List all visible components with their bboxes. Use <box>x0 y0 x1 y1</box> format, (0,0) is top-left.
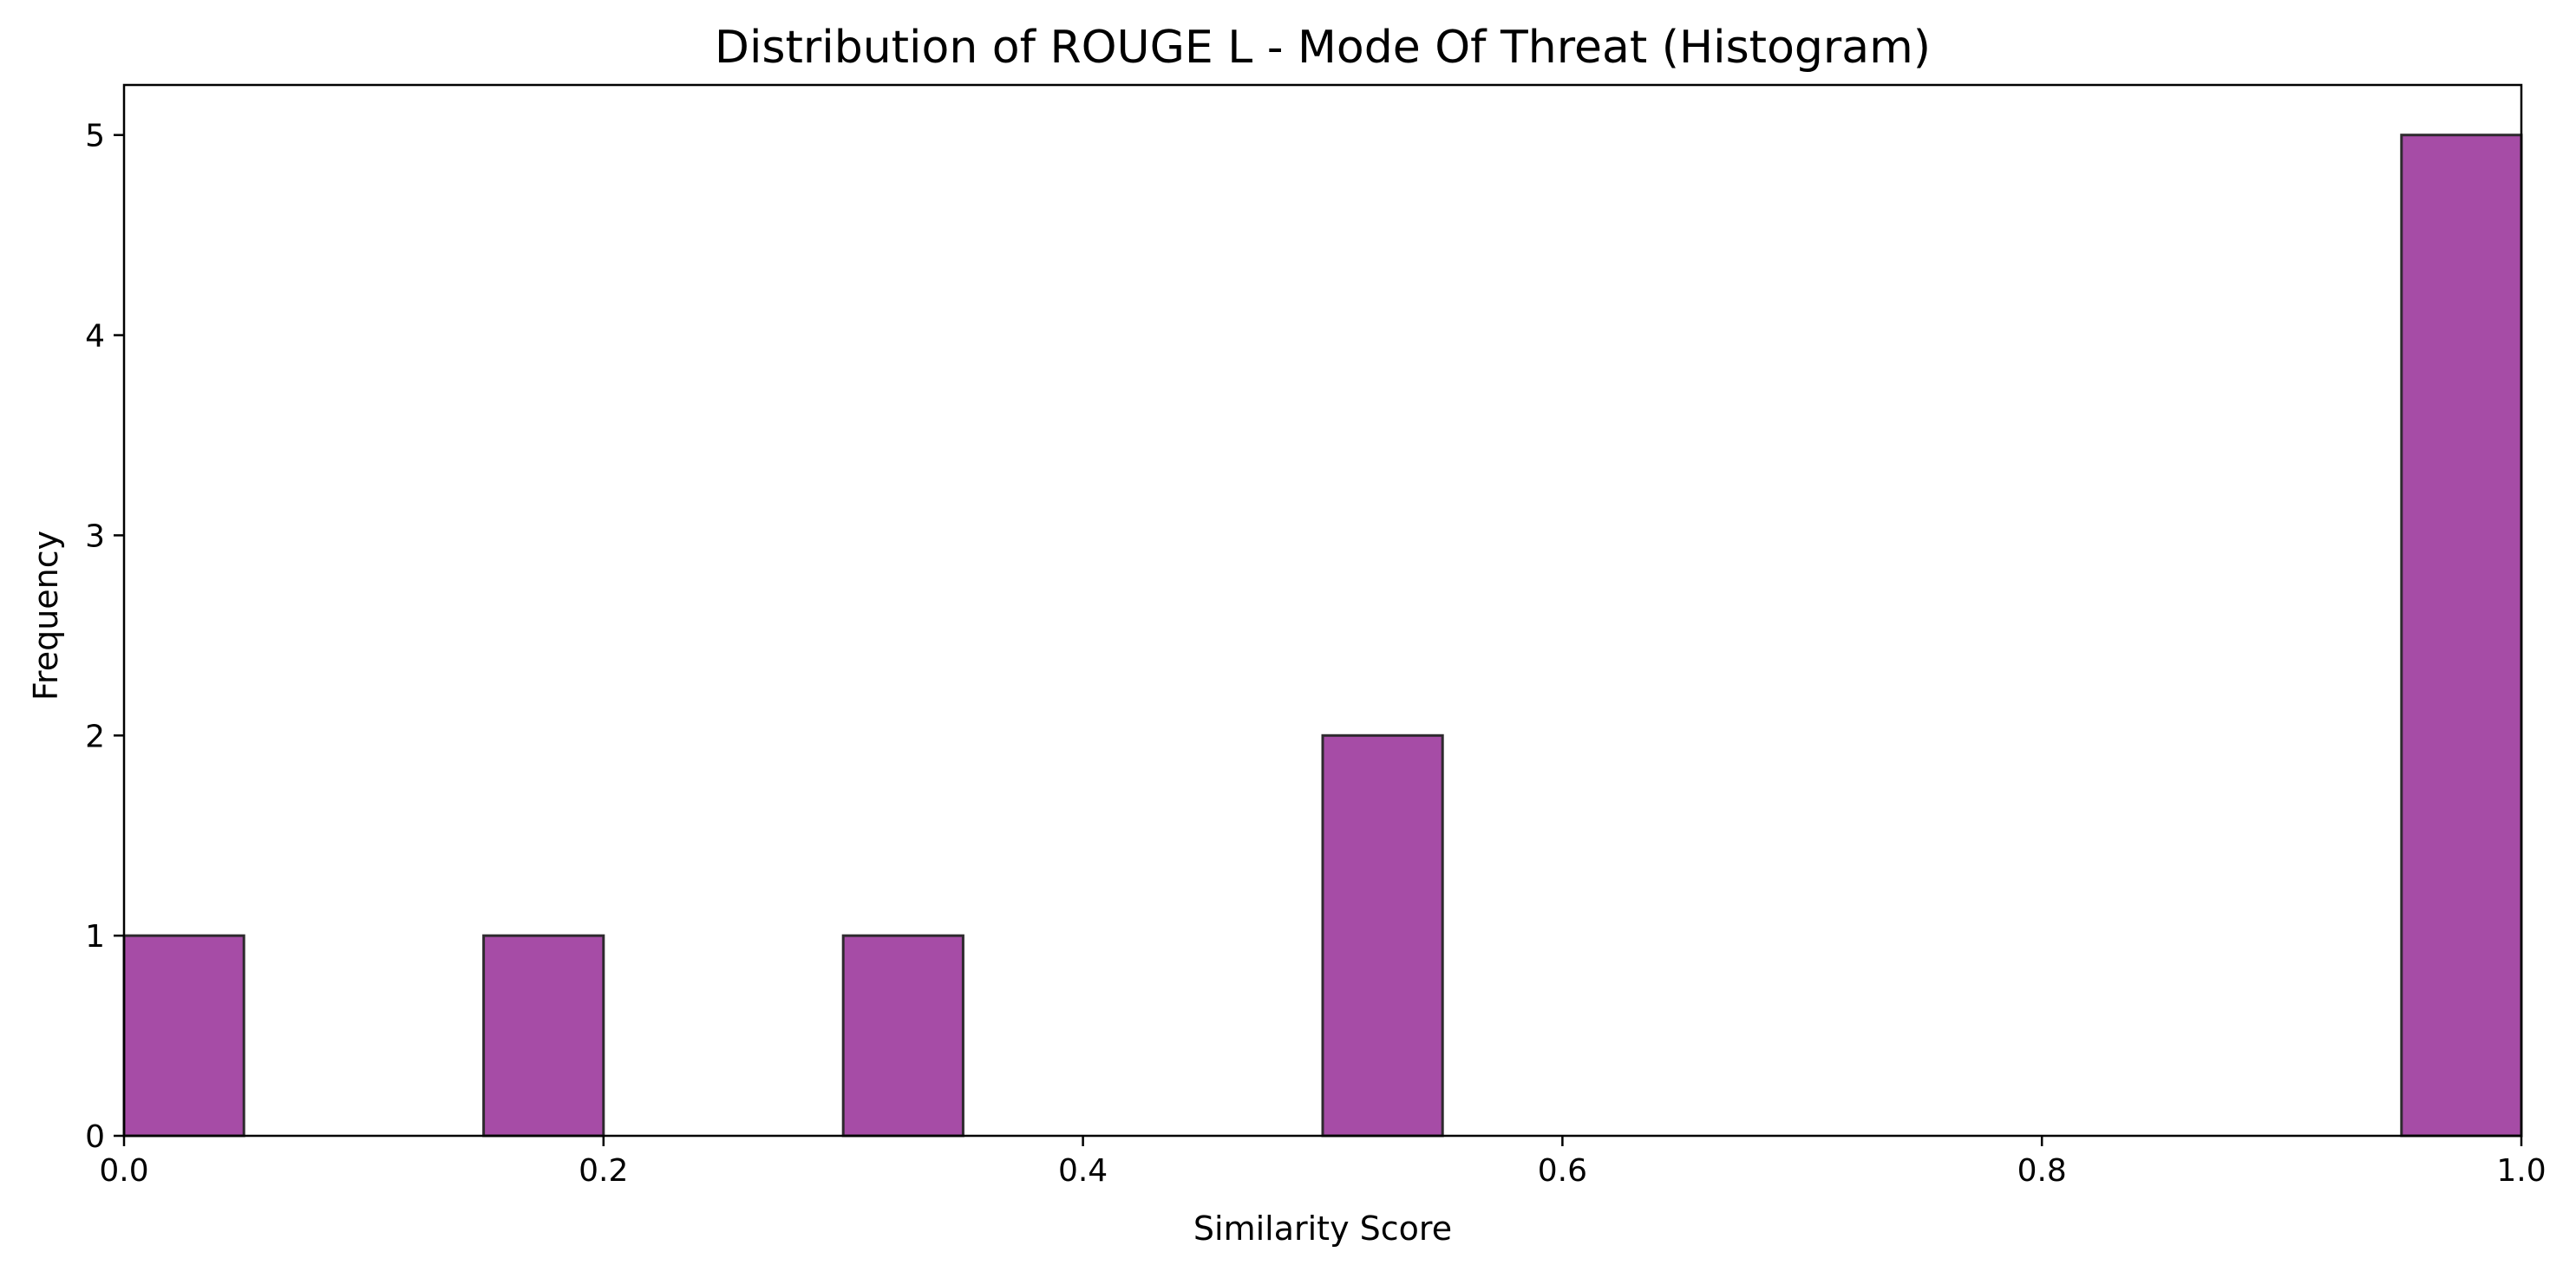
x-tick-label-4: 0.8 <box>2017 1153 2067 1189</box>
histogram-bar-4 <box>2400 134 2523 1138</box>
y-tick-label-1: 1 <box>85 919 105 955</box>
y-axis-label: Frequency <box>27 531 65 701</box>
histogram-bar-1 <box>482 934 605 1138</box>
histogram-bar-0 <box>122 934 245 1138</box>
y-tick-label-2: 2 <box>85 719 105 754</box>
x-axis-ticks: 0.0 0.2 0.4 0.6 0.8 1.0 <box>99 1136 2547 1189</box>
x-tick-label-0: 0.0 <box>99 1153 148 1189</box>
y-axis-ticks: 0 1 2 3 4 5 <box>85 119 124 1155</box>
x-tick-label-5: 1.0 <box>2496 1153 2546 1189</box>
histogram-bar-2 <box>841 934 964 1138</box>
plot-frame <box>122 83 2523 1138</box>
x-tick-label-3: 0.6 <box>1538 1153 1587 1189</box>
x-tick-label-1: 0.2 <box>579 1153 628 1189</box>
bars-group <box>122 134 2523 1138</box>
y-tick-label-0: 0 <box>85 1119 105 1155</box>
x-tick-label-2: 0.4 <box>1058 1153 1108 1189</box>
y-tick-label-4: 4 <box>85 319 105 355</box>
chart-title: Distribution of ROUGE L - Mode Of Threat… <box>715 22 1931 74</box>
y-tick-label-3: 3 <box>85 518 105 554</box>
histogram-bar-3 <box>1321 734 1444 1138</box>
x-axis-label: Similarity Score <box>1193 1210 1452 1248</box>
y-tick-label-5: 5 <box>85 119 105 154</box>
